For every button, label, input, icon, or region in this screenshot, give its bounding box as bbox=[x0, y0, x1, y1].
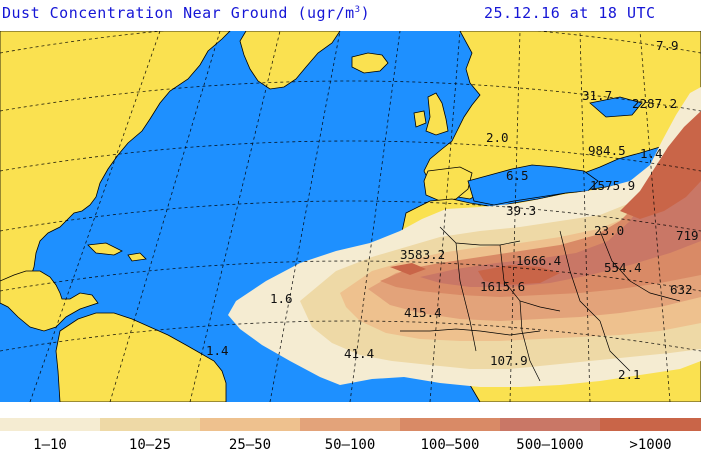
dust-map: 7.9 31.7 2287.2 984.5 1.4 2.0 6.5 1575.9… bbox=[0, 31, 701, 402]
legend-swatch-3 bbox=[200, 418, 300, 431]
value-label: 632 bbox=[670, 282, 693, 297]
value-label: 39.3 bbox=[506, 203, 536, 218]
legend-swatch-2 bbox=[100, 418, 200, 431]
value-label: 23.0 bbox=[594, 223, 624, 238]
value-label: 41.4 bbox=[344, 346, 374, 361]
value-label: 415.4 bbox=[404, 305, 442, 320]
value-label: 31.7 bbox=[582, 88, 612, 103]
land-greenland bbox=[239, 31, 341, 90]
land-iceland bbox=[351, 52, 389, 74]
dust-level-6 bbox=[420, 135, 701, 287]
legend-swatch-6 bbox=[500, 418, 600, 431]
value-label: 6.5 bbox=[506, 168, 529, 183]
land-cuba bbox=[87, 242, 123, 256]
value-label: 1666.4 bbox=[516, 253, 561, 268]
value-label: 2287.2 bbox=[632, 96, 677, 111]
land-central-america bbox=[0, 270, 99, 332]
value-label: 3583.2 bbox=[400, 247, 445, 262]
legend-label-7: >1000 bbox=[629, 437, 672, 453]
map-title: Dust Concentration Near Ground (ugr/m3) bbox=[2, 4, 382, 22]
title-close: ) bbox=[360, 4, 371, 22]
value-label: 719 bbox=[676, 228, 699, 243]
legend-label-5: 100–500 bbox=[420, 437, 480, 453]
value-label: 2.0 bbox=[486, 130, 509, 145]
title-text: Dust Concentration Near Ground (ugr/m bbox=[2, 4, 355, 22]
water-mediterranean bbox=[467, 164, 599, 206]
map-timestamp: 25.12.16 at 18 UTC bbox=[484, 4, 656, 22]
graticule bbox=[0, 31, 701, 402]
value-label: 1.6 bbox=[270, 291, 293, 306]
value-labels: 7.9 31.7 2287.2 984.5 1.4 2.0 6.5 1575.9… bbox=[206, 38, 699, 382]
land-south-america bbox=[55, 312, 227, 402]
country-borders bbox=[400, 226, 681, 382]
water-black-sea bbox=[589, 96, 643, 118]
value-label: 984.5 bbox=[588, 143, 626, 158]
value-label: 1575.9 bbox=[590, 178, 635, 193]
legend-swatch-7 bbox=[600, 418, 701, 431]
legend-swatch-1 bbox=[0, 418, 100, 431]
title-superscript: 3 bbox=[354, 5, 361, 15]
legend-label-6: 500–1000 bbox=[516, 437, 584, 453]
value-label: 7.9 bbox=[656, 38, 679, 53]
value-label: 2.1 bbox=[618, 367, 641, 382]
land-great-britain bbox=[425, 92, 449, 136]
dust-level-7 bbox=[390, 111, 701, 285]
value-label: 1.4 bbox=[640, 146, 663, 161]
value-label: 107.9 bbox=[490, 353, 528, 368]
legend-swatch-5 bbox=[400, 418, 500, 431]
value-label: 1.4 bbox=[206, 343, 229, 358]
land-ireland bbox=[413, 110, 427, 128]
legend-swatch-4 bbox=[300, 418, 400, 431]
value-label: 554.4 bbox=[604, 260, 642, 275]
legend-label-1: 1–10 bbox=[33, 437, 67, 453]
land-hispaniola bbox=[127, 252, 147, 262]
legend-label-3: 25–50 bbox=[228, 437, 272, 453]
legend-label-2: 10–25 bbox=[128, 437, 172, 453]
color-legend: 1–10 10–25 25–50 50–100 100–500 500–1000… bbox=[0, 418, 701, 455]
legend-label-4: 50–100 bbox=[324, 437, 376, 453]
value-label: 1615.6 bbox=[480, 279, 525, 294]
